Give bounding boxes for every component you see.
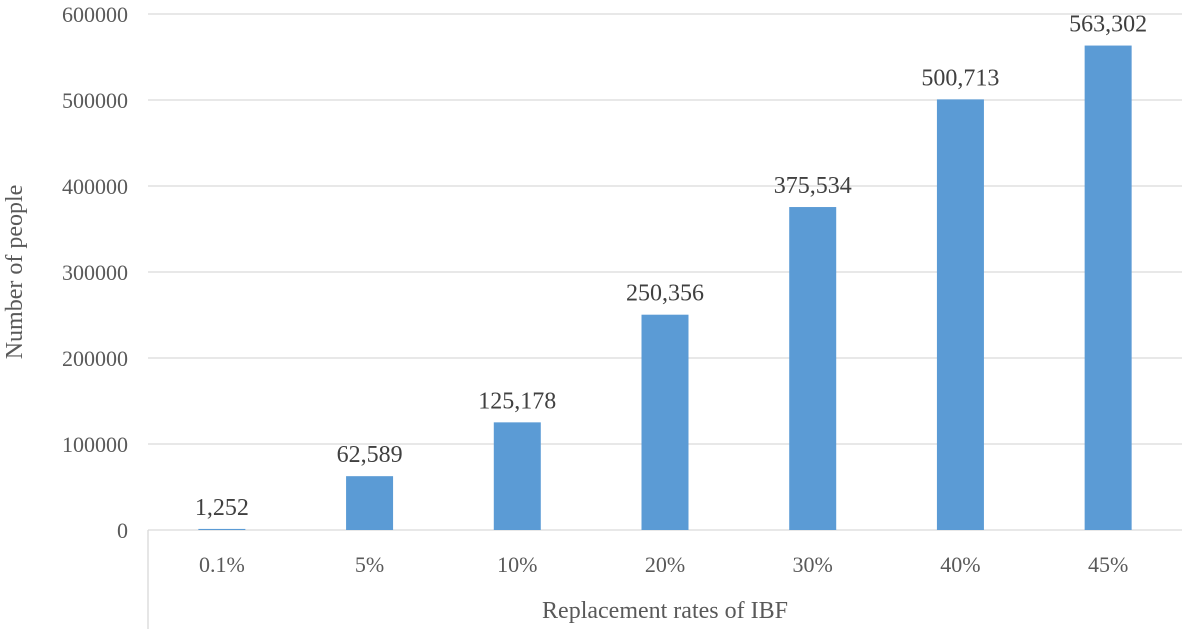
y-tick-label: 200000 <box>62 346 128 371</box>
data-label: 250,356 <box>626 281 704 307</box>
bars <box>198 45 1132 531</box>
x-tick-label: 0.1% <box>199 552 245 577</box>
bar <box>1084 45 1132 531</box>
data-label: 125,178 <box>478 388 556 414</box>
x-tick-label: 20% <box>645 552 685 577</box>
bar <box>936 99 984 531</box>
data-labels: 1,252 62,589 125,178 250,356 375,534 500,713 5… <box>195 12 1147 521</box>
x-tick-label: 40% <box>940 552 980 577</box>
x-tick-label: 10% <box>497 552 537 577</box>
data-label: 563,302 <box>1069 12 1147 38</box>
x-tick-label: 45% <box>1088 552 1128 577</box>
bar <box>493 422 541 530</box>
data-label: 62,589 <box>337 442 403 468</box>
y-tick-label: 600000 <box>62 2 128 27</box>
data-label: 1,252 <box>195 495 249 521</box>
bar <box>789 207 837 530</box>
bar <box>198 528 246 530</box>
x-tick-label: 30% <box>793 552 833 577</box>
data-label: 375,534 <box>774 173 852 199</box>
bar <box>346 476 394 530</box>
y-tick-label: 500000 <box>62 88 128 113</box>
y-tick-label: 400000 <box>62 174 128 199</box>
y-tick-label: 100000 <box>62 432 128 457</box>
x-tick-label: 5% <box>355 552 384 577</box>
bar <box>641 314 689 530</box>
x-axis-title: Replacement rates of IBF <box>542 598 788 624</box>
x-axis-ticks: 0.1% 5% 10% 20% 30% 40% 45% <box>199 552 1128 577</box>
y-tick-label: 300000 <box>62 260 128 285</box>
y-tick-label: 0 <box>117 518 128 543</box>
y-axis-title: Number of people <box>2 185 28 360</box>
y-axis-ticks: 0 100000 200000 300000 400000 500000 600000 <box>62 2 128 543</box>
data-label: 500,713 <box>921 65 999 91</box>
